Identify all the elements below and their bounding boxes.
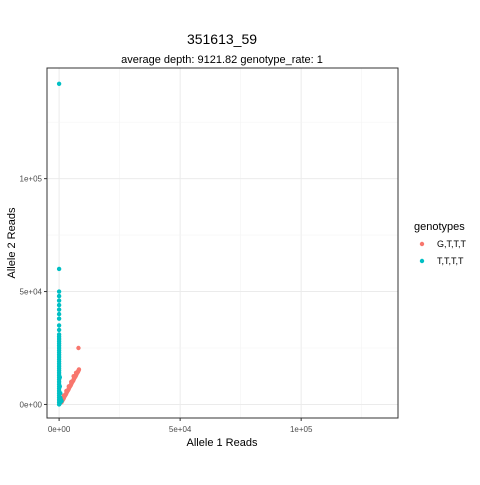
chart-title: 351613_59 [187, 31, 257, 47]
data-point-g-t-t-t [69, 379, 74, 385]
data-points [56, 81, 82, 407]
data-point-t-t-t-t [56, 323, 62, 328]
data-point-g-t-t-t [66, 384, 71, 389]
gridlines [47, 68, 398, 418]
x-tick-label: 0e+00 [48, 425, 71, 434]
x-tick-label: 5e+04 [169, 425, 192, 434]
data-point-t-t-t-t [56, 311, 62, 317]
legend-entries: G,T,T,T T,T,T,T [419, 239, 467, 266]
data-point-t-t-t-t [56, 266, 62, 272]
chart-subtitle: average depth: 9121.82 genotype_rate: 1 [121, 54, 323, 66]
legend: genotypes G,T,T,T T,T,T,T [414, 221, 467, 266]
data-point-t-t-t-t [56, 293, 62, 299]
plot-border [46, 67, 399, 419]
y-tick-label: 1e+05 [20, 175, 43, 184]
data-point-t-t-t-t [56, 302, 62, 308]
data-point-t-t-t-t [58, 390, 63, 396]
x-axis-label: Allele 1 Reads [187, 437, 258, 449]
data-point-t-t-t-t [56, 81, 62, 87]
x-axis: 0e+00 5e+04 1e+05 [48, 418, 313, 434]
data-point-t-t-t-t [57, 375, 63, 380]
x-tick-label: 1e+05 [290, 425, 313, 434]
data-point-t-t-t-t [57, 384, 63, 389]
data-point-g-t-t-t [76, 367, 82, 372]
data-point-g-t-t-t [73, 370, 79, 376]
legend-title: genotypes [414, 221, 465, 233]
legend-label: G,T,T,T [437, 239, 467, 249]
data-point-t-t-t-t [56, 298, 62, 303]
y-axis: 0e+00 5e+04 1e+05 [20, 175, 47, 409]
y-axis-label: Allele 2 Reads [6, 207, 18, 278]
data-point-t-t-t-t [56, 327, 62, 333]
data-point-g-t-t-t [76, 345, 81, 351]
legend-key [419, 258, 425, 264]
data-point-g-t-t-t [64, 388, 69, 394]
y-tick-label: 5e+04 [20, 288, 43, 297]
data-point-t-t-t-t [56, 402, 62, 407]
legend-label: T,T,T,T [437, 256, 464, 266]
data-point-g-t-t-t [71, 374, 76, 379]
legend-key [419, 241, 425, 247]
data-point-t-t-t-t [56, 289, 62, 294]
data-point-t-t-t-t [56, 307, 62, 312]
y-tick-label: 0e+00 [20, 400, 43, 409]
data-point-t-t-t-t [56, 316, 62, 321]
plot-panel [47, 68, 398, 418]
